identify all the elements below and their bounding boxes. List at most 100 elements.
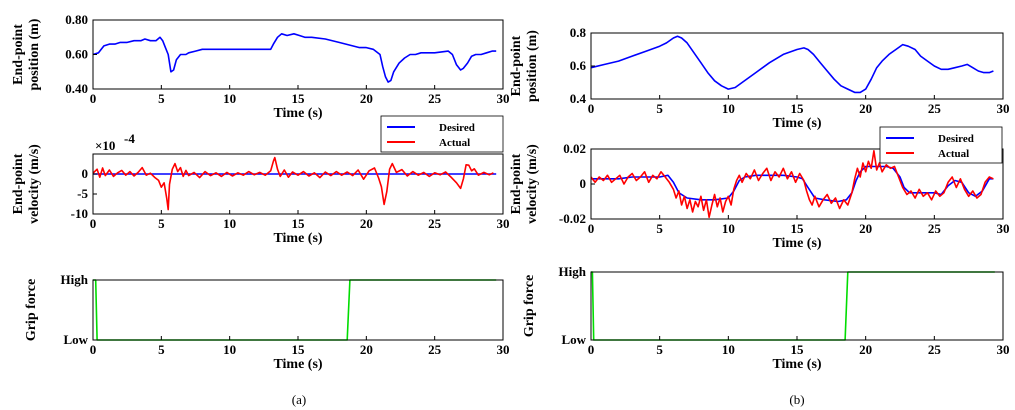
x-tick-label: 25 xyxy=(928,221,942,236)
x-tick-label: 30 xyxy=(497,216,510,231)
x-tick-label: 20 xyxy=(360,216,373,231)
x-tick-label: 10 xyxy=(722,342,735,357)
y-tick-label: High xyxy=(559,264,587,279)
y-tick-label: High xyxy=(61,272,89,287)
legend-box xyxy=(380,115,504,153)
x-tick-label: 30 xyxy=(497,342,510,357)
y-axis-label: velocity (m/s) xyxy=(27,144,42,224)
x-tick-label: 15 xyxy=(791,342,805,357)
y-tick-label: -0.02 xyxy=(559,211,586,226)
x-axis-label: Time (s) xyxy=(273,106,322,121)
x-tick-label: 0 xyxy=(90,216,97,231)
x-tick-label: 10 xyxy=(223,342,236,357)
x-axis-label: Time (s) xyxy=(772,236,821,251)
x-tick-label: 30 xyxy=(497,91,510,106)
y-tick-label: Low xyxy=(63,332,88,347)
x-tick-label: 10 xyxy=(722,221,735,236)
x-tick-label: 25 xyxy=(428,216,442,231)
series-line-b_pos xyxy=(590,35,994,94)
chart-a_vel xyxy=(92,115,504,215)
legend-label-actual: Actual xyxy=(439,137,470,149)
axes-frame xyxy=(92,153,504,215)
x-tick-label: 20 xyxy=(360,91,373,106)
axes-frame xyxy=(92,19,504,90)
chart-a_grip xyxy=(92,279,504,341)
y-tick-label: 0.6 xyxy=(570,58,587,73)
y-tick-label: 0 xyxy=(82,166,89,181)
x-tick-label: 15 xyxy=(292,91,306,106)
x-tick-label: 0 xyxy=(588,221,595,236)
series-line-desired xyxy=(591,165,994,203)
x-axis-label: Time (s) xyxy=(772,357,821,372)
chart-b_pos xyxy=(590,32,1004,100)
x-tick-label: 15 xyxy=(292,216,306,231)
legend-label-desired: Desired xyxy=(938,133,974,145)
y-axis-label: position (m) xyxy=(27,18,42,90)
x-tick-label: 5 xyxy=(158,91,165,106)
chart-b_grip xyxy=(590,271,1004,341)
series-line-a_grip xyxy=(93,279,497,341)
y-tick-label: -5 xyxy=(77,186,88,201)
x-tick-label: 15 xyxy=(791,221,805,236)
x-tick-label: 20 xyxy=(859,342,872,357)
x-tick-label: 30 xyxy=(997,101,1010,116)
y-axis-label: End-point xyxy=(509,153,524,214)
y-axis-label: Grip force xyxy=(24,279,39,341)
x-tick-label: 5 xyxy=(158,216,165,231)
x-tick-label: 5 xyxy=(158,342,165,357)
y-axis-label: End-point xyxy=(11,153,26,214)
x-tick-label: 25 xyxy=(428,342,442,357)
y-tick-label: -10 xyxy=(71,206,88,221)
x-axis-label: Time (s) xyxy=(273,357,322,372)
x-tick-label: 5 xyxy=(656,342,663,357)
x-tick-label: 15 xyxy=(791,101,805,116)
y-axis-label: Grip force xyxy=(522,275,537,337)
series-line-b_grip xyxy=(591,271,995,341)
caption-b: (b) xyxy=(789,392,804,407)
x-tick-label: 25 xyxy=(928,101,942,116)
y-tick-label: Low xyxy=(561,332,586,347)
caption-a: (a) xyxy=(292,392,306,407)
y-axis-label: End-point xyxy=(509,35,524,96)
x-tick-label: 15 xyxy=(292,342,306,357)
x-tick-label: 10 xyxy=(722,101,735,116)
x-tick-label: 25 xyxy=(428,91,442,106)
x-tick-label: 20 xyxy=(859,101,872,116)
y-axis-label: velocity (m/s) xyxy=(525,144,540,224)
x-tick-label: 5 xyxy=(656,101,663,116)
series-line-a_pos xyxy=(92,32,497,83)
axes-frame xyxy=(92,279,504,341)
y-tick-label: 0.60 xyxy=(65,47,88,62)
x-tick-label: 0 xyxy=(90,342,97,357)
legend-label-desired: Desired xyxy=(439,122,475,134)
y-tick-label: 0.02 xyxy=(563,141,586,156)
y-axis-label: position (m) xyxy=(525,30,540,102)
x-tick-label: 30 xyxy=(997,221,1010,236)
y-tick-label: 0 xyxy=(580,176,587,191)
y-axis-label: End-point xyxy=(11,24,26,85)
axis-multiplier-exponent: -4 xyxy=(124,131,135,146)
chart-a_pos xyxy=(92,19,504,90)
y-tick-label: 0.40 xyxy=(65,81,88,96)
x-tick-label: 30 xyxy=(997,342,1010,357)
x-tick-label: 5 xyxy=(656,221,663,236)
x-tick-label: 0 xyxy=(588,342,595,357)
series-line-actual xyxy=(590,150,994,219)
axes-frame xyxy=(590,271,1004,341)
x-axis-label: Time (s) xyxy=(273,231,322,246)
x-axis-label: Time (s) xyxy=(772,116,821,131)
x-tick-label: 20 xyxy=(859,221,872,236)
y-tick-label: 0.4 xyxy=(570,91,587,106)
y-tick-label: 0.8 xyxy=(570,25,587,40)
x-tick-label: 20 xyxy=(360,342,373,357)
series-line-actual xyxy=(92,156,494,211)
axes-frame xyxy=(590,32,1004,100)
axis-multiplier: ×10 xyxy=(95,138,115,153)
y-tick-label: 0.80 xyxy=(65,12,88,27)
legend-box xyxy=(879,126,1003,164)
x-tick-label: 25 xyxy=(928,342,942,357)
x-tick-label: 10 xyxy=(223,91,236,106)
x-tick-label: 0 xyxy=(588,101,595,116)
chart-b_vel xyxy=(590,126,1004,220)
